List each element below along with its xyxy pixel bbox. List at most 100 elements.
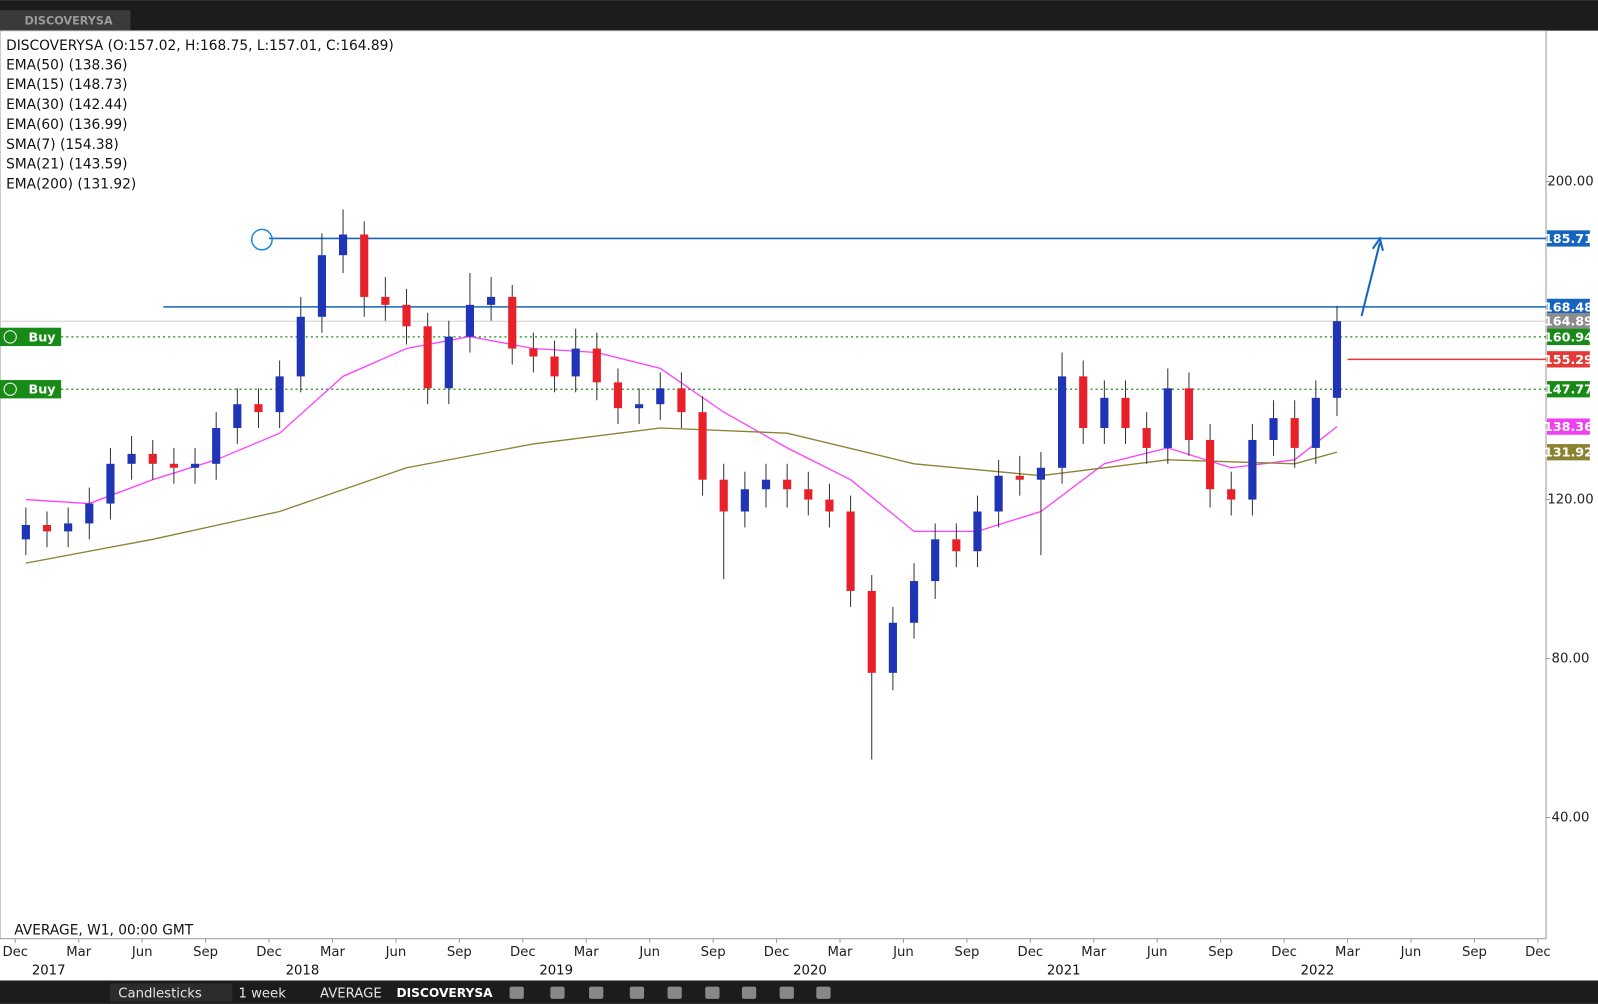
x-tick-label: Dec xyxy=(510,945,536,960)
indicator-label: EMA(60) (136.99) xyxy=(6,117,127,133)
candle-body xyxy=(1290,418,1299,448)
candle-body xyxy=(635,404,644,409)
level-label: 160.94 xyxy=(1544,330,1593,345)
tab-label[interactable]: DISCOVERYSA xyxy=(24,14,112,27)
x-tick-label: Jun xyxy=(385,945,407,960)
candle-body xyxy=(1332,321,1342,398)
candle-body xyxy=(42,525,52,532)
level-label-box xyxy=(1547,313,1590,330)
candle-body xyxy=(338,234,348,256)
candle-body xyxy=(148,453,157,464)
icon[interactable] xyxy=(629,986,645,999)
candle-body xyxy=(212,428,221,464)
source[interactable]: AVERAGE xyxy=(320,987,382,1002)
icon[interactable] xyxy=(816,986,831,999)
x-tick-label: Mar xyxy=(66,945,92,960)
candle-body xyxy=(381,296,390,305)
x-tick-label: Dec xyxy=(764,945,790,960)
candle-body xyxy=(656,388,665,405)
level-label-box xyxy=(1547,444,1590,461)
candle-body xyxy=(613,382,623,409)
candle-body xyxy=(825,499,834,512)
chart-type-select[interactable] xyxy=(110,983,233,1002)
plot-content xyxy=(0,209,1547,760)
candle-body xyxy=(360,234,369,297)
candle-body xyxy=(1269,418,1278,440)
candle-body xyxy=(1184,388,1194,440)
level-label: 131.92 xyxy=(1544,446,1593,461)
candle-body xyxy=(1036,467,1045,480)
indicator-label: SMA(21) (143.59) xyxy=(6,157,127,173)
top-bar xyxy=(0,0,1598,31)
icon[interactable] xyxy=(667,986,682,999)
level-label: 147.77 xyxy=(1544,383,1593,398)
arrow-head xyxy=(1371,236,1384,252)
y-tick-label: 80.00 xyxy=(1552,652,1590,667)
buy-label: Buy xyxy=(29,330,57,345)
x-tick-label: Dec xyxy=(1018,945,1044,960)
candle-body xyxy=(254,404,263,413)
moving-average xyxy=(25,335,1338,533)
chart-title: DISCOVERYSA (O:157.02, H:168.75, L:157.0… xyxy=(6,38,394,54)
x-tick-label: Dec xyxy=(2,945,28,960)
year-label: 2020 xyxy=(793,963,827,978)
level-label: 168.48 xyxy=(1544,300,1593,315)
icon[interactable] xyxy=(779,986,794,999)
indicator-label: EMA(50) (138.36) xyxy=(6,57,127,73)
candle-body xyxy=(1079,376,1088,429)
info-label: AVERAGE, W1, 00:00 GMT xyxy=(14,923,193,939)
candle-body xyxy=(783,479,792,490)
x-tick-label: Sep xyxy=(954,945,979,960)
level-label-box xyxy=(1547,328,1590,346)
icon[interactable] xyxy=(550,986,565,999)
candle-body xyxy=(1206,439,1215,490)
buy-tag[interactable] xyxy=(0,380,62,399)
candle-body xyxy=(973,511,982,552)
arrow xyxy=(1360,242,1381,317)
moving-average xyxy=(25,427,1338,564)
x-tick-label: Mar xyxy=(320,945,346,960)
y-tick-label: 200.00 xyxy=(1547,175,1593,190)
candle-body xyxy=(444,336,453,389)
level-label: 185.71 xyxy=(1544,232,1593,247)
candle-body xyxy=(1015,475,1024,480)
year-label: 2021 xyxy=(1047,963,1081,978)
icon[interactable] xyxy=(589,986,604,999)
indicator-label: EMA(30) (142.44) xyxy=(6,97,127,113)
level-label: 155.29 xyxy=(1544,353,1593,368)
period[interactable]: 1 week xyxy=(238,987,286,1002)
x-tick-label: Sep xyxy=(701,945,726,960)
candle-body xyxy=(698,412,707,480)
candle-body xyxy=(21,525,30,540)
x-tick-label: Dec xyxy=(256,945,282,960)
candle-body xyxy=(317,255,326,317)
candle-body xyxy=(508,296,517,349)
candle-body xyxy=(1121,397,1130,429)
candle-body xyxy=(402,304,411,327)
icon[interactable] xyxy=(705,986,720,999)
level-label-box xyxy=(1547,418,1590,435)
candle-body xyxy=(909,581,919,623)
candle-body xyxy=(740,489,749,512)
level-label-box xyxy=(1547,298,1590,316)
x-tick-label: Sep xyxy=(447,945,472,960)
candle-body xyxy=(1163,388,1172,448)
symbol[interactable]: DISCOVERYSA xyxy=(396,986,493,1000)
tab[interactable] xyxy=(0,10,131,31)
icon[interactable] xyxy=(509,986,524,999)
level-label-box xyxy=(1547,230,1590,247)
chart-type[interactable]: Candlesticks xyxy=(118,987,202,1002)
year-label: 2018 xyxy=(286,963,320,978)
x-tick-label: Mar xyxy=(828,945,854,960)
candle-body xyxy=(423,326,432,389)
x-tick-label: Mar xyxy=(1081,945,1107,960)
candle-body xyxy=(719,479,728,512)
anchor-handle[interactable] xyxy=(250,228,273,251)
x-tick-label: Mar xyxy=(574,945,600,960)
icon[interactable] xyxy=(741,986,757,999)
buy-tag[interactable] xyxy=(0,327,62,347)
level-label: 138.36 xyxy=(1544,420,1593,435)
level-label-box xyxy=(1547,351,1590,368)
